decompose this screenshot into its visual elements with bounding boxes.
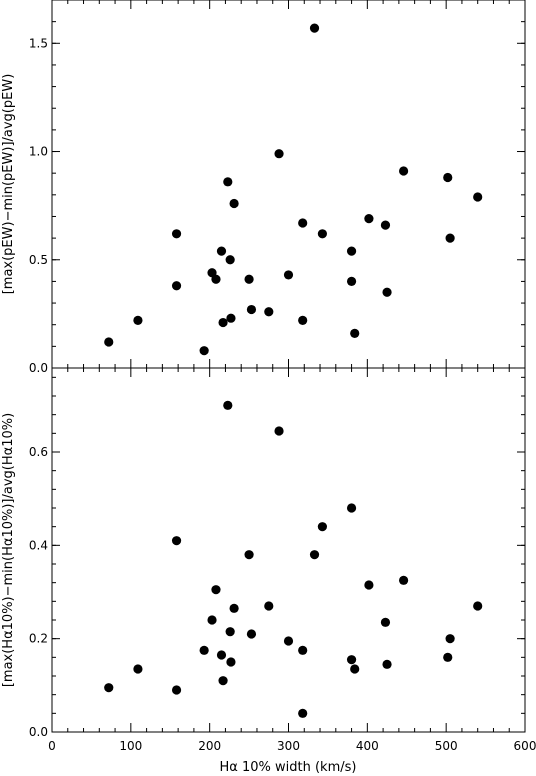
top-panel-ticks: 0.0 0.5 1.0 1.5: [29, 0, 526, 375]
bottom-data-point: [171, 536, 182, 546]
bottom-panel-points: [104, 400, 483, 718]
top-data-point: [216, 246, 227, 256]
top-data-point: [364, 214, 374, 224]
top-panel: 0.0 0.5 1.0 1.5 [max(pEW)−min(pEW)]/avg(pEW…: [1, 0, 526, 375]
bottom-ytick-label: 0.0: [29, 725, 48, 739]
top-data-point: [274, 149, 284, 159]
top-data-point: [298, 218, 308, 228]
bottom-panel-ticks: 0.0 0.2 0.4 0.6 0 100 200 300 400 500 600: [29, 368, 536, 753]
top-data-point: [218, 317, 228, 328]
xtick-label: 100: [119, 739, 142, 753]
bottom-data-point: [309, 550, 320, 560]
top-data-point: [246, 304, 257, 315]
bottom-panel: 0.0 0.2 0.4 0.6 0 100 200 300 400 500 600 [max(Hα1…: [1, 367, 536, 775]
top-data-point: [223, 177, 233, 187]
bottom-data-point: [225, 627, 235, 637]
bottom-data-point: [364, 580, 374, 590]
bottom-data-point: [443, 652, 453, 662]
top-panel-ylabel: [max(pEW)−min(pEW)]/avg(pEW): [1, 74, 16, 295]
bottom-data-point: [216, 650, 227, 660]
top-ytick-label: 1.0: [29, 145, 48, 159]
bottom-data-point: [346, 655, 357, 665]
x-axis-title: Hα 10% width (km/s): [220, 760, 357, 775]
xtick-label: 400: [356, 739, 379, 753]
xtick-label: 600: [514, 739, 536, 753]
top-data-point: [211, 274, 221, 284]
bottom-data-point: [317, 522, 327, 532]
top-data-point: [244, 274, 254, 284]
bottom-data-point: [473, 601, 483, 611]
bottom-data-point: [229, 603, 239, 613]
top-data-point: [298, 315, 308, 325]
bottom-data-point: [218, 676, 228, 686]
bottom-data-point: [264, 601, 274, 611]
top-data-point: [171, 281, 182, 291]
top-data-point: [445, 233, 455, 243]
bottom-panel-ylabel: [max(Hα10%)−min(Hα10%)]/avg(Hα10%): [1, 413, 16, 687]
bottom-ytick-label: 0.6: [29, 445, 48, 459]
top-data-point: [350, 328, 360, 338]
top-data-point: [346, 276, 357, 287]
top-data-point: [382, 287, 392, 297]
bottom-data-point: [283, 636, 294, 646]
bottom-data-point: [223, 400, 233, 410]
bottom-data-point: [350, 664, 360, 674]
bottom-data-point: [104, 683, 114, 693]
bottom-data-point: [246, 629, 257, 639]
top-data-point: [104, 337, 114, 347]
top-data-point: [309, 23, 320, 33]
bottom-data-point: [445, 634, 455, 644]
bottom-data-point: [171, 685, 182, 695]
top-data-point: [473, 192, 483, 202]
bottom-data-point: [380, 617, 391, 627]
bottom-ytick-label: 0.4: [29, 538, 48, 552]
xtick-label: 300: [277, 739, 300, 753]
bottom-data-point: [346, 503, 357, 513]
bottom-data-point: [382, 659, 392, 669]
bottom-data-point: [398, 575, 409, 585]
bottom-data-point: [199, 645, 209, 655]
top-ytick-label: 0.0: [29, 361, 48, 375]
top-data-point: [199, 346, 209, 356]
bottom-ytick-label: 0.2: [29, 632, 48, 646]
top-data-point: [283, 270, 294, 280]
top-data-point: [225, 255, 235, 265]
xtick-label: 500: [435, 739, 458, 753]
top-data-point: [317, 229, 327, 239]
top-data-point: [264, 307, 274, 317]
top-ytick-label: 1.5: [29, 36, 48, 50]
top-data-point: [229, 198, 239, 209]
bottom-data-point: [274, 426, 284, 436]
top-panel-points: [104, 23, 483, 356]
top-data-point: [380, 220, 391, 230]
xtick-label: 200: [198, 739, 221, 753]
top-data-point: [443, 172, 453, 183]
top-data-point: [226, 313, 236, 323]
bottom-data-point: [226, 657, 236, 667]
top-data-point: [133, 315, 143, 325]
bottom-data-point: [211, 585, 221, 595]
top-ytick-label: 0.5: [29, 253, 48, 267]
xtick-label: 0: [48, 739, 56, 753]
top-data-point: [171, 229, 182, 239]
top-data-point: [398, 166, 409, 176]
bottom-data-point: [244, 550, 254, 560]
bottom-data-point: [298, 645, 308, 655]
bottom-data-point: [298, 708, 308, 718]
top-data-point: [346, 246, 357, 256]
bottom-data-point: [133, 664, 143, 674]
bottom-data-point: [207, 615, 217, 625]
